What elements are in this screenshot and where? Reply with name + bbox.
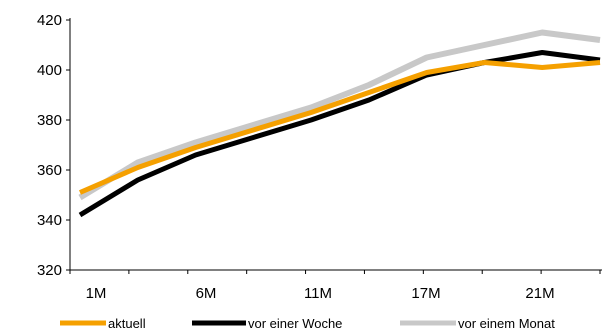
y-tick-label: 340 [37,212,62,229]
x-tick-label: 21M [525,285,554,302]
legend-label: aktuell [108,316,146,331]
y-tick-label: 420 [37,12,62,29]
y-tick-label: 360 [37,162,62,179]
x-tick-label: 11M [304,285,332,302]
series-line-vor-einem-monat [78,29,601,201]
x-tick-label: 1M [86,285,107,302]
x-tick-label: 17M [411,285,440,302]
axes: 320 340 360 380 400 420 1M 6M 11M 17M 21M [37,12,602,302]
series-layer [78,29,601,218]
legend-label: vor einer Woche [248,316,342,331]
series-line-aktuell [79,60,601,195]
y-tick-label: 320 [37,262,62,279]
x-tick-label: 6M [196,285,217,302]
legend-label: vor einem Monat [458,316,555,331]
y-tick-label: 400 [37,62,62,79]
y-tick-label: 380 [37,112,62,129]
series-line-vor-einer-woche [78,50,601,218]
legend: aktuell vor einer Woche vor einem Monat [60,316,555,331]
